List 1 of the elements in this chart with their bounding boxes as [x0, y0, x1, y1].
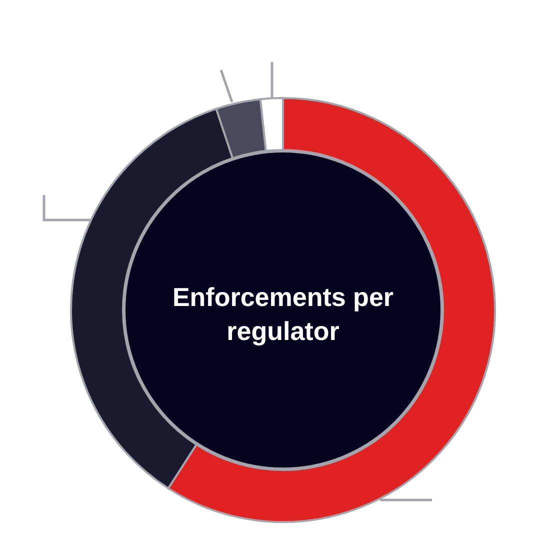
text: Enforcements per regulator [172, 282, 394, 346]
